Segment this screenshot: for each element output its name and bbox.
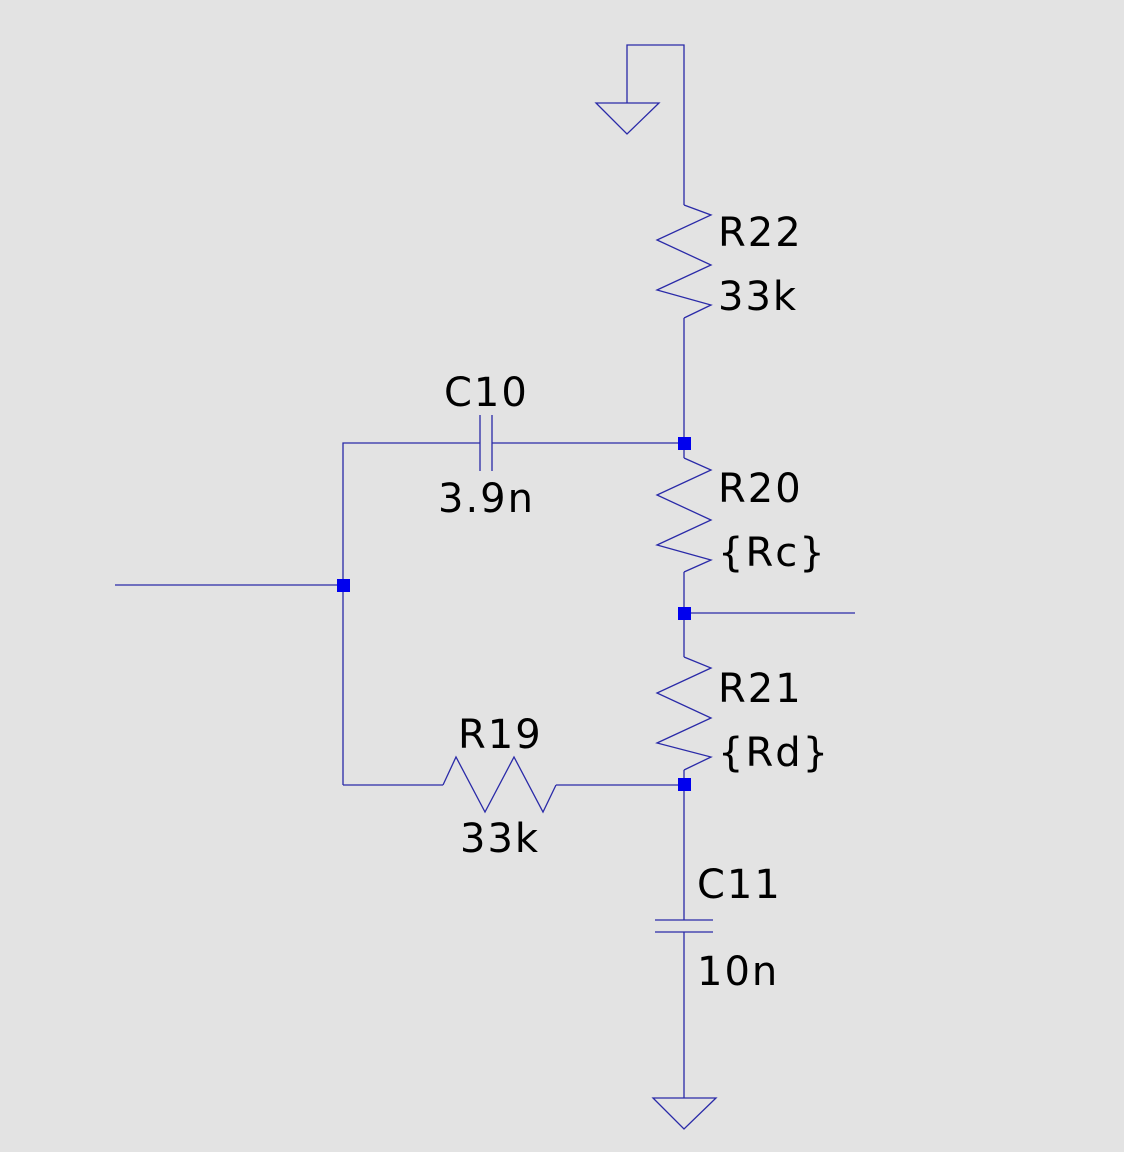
- junction-node-left[interactable]: [337, 579, 350, 592]
- junction-node-mid[interactable]: [678, 607, 691, 620]
- r20-value: {Rc}: [718, 530, 827, 576]
- resistor-r20[interactable]: R20 {Rc}: [655, 443, 827, 613]
- r21-designator: R21: [718, 666, 803, 712]
- capacitor-c10[interactable]: C10 3.9n: [342, 370, 684, 785]
- r22-designator: R22: [718, 210, 803, 256]
- capacitor-c11[interactable]: C11 10n: [655, 785, 782, 1098]
- junction-node-top[interactable]: [678, 437, 691, 450]
- r21-body[interactable]: [655, 656, 713, 771]
- r21-value: {Rd}: [718, 730, 830, 776]
- wire-top-ground-loop[interactable]: [626, 44, 685, 205]
- r19-designator: R19: [458, 712, 543, 758]
- c10-designator: C10: [444, 370, 529, 416]
- r22-body[interactable]: [655, 204, 713, 319]
- junction-node-bottom[interactable]: [678, 778, 691, 791]
- resistor-r22[interactable]: R22 33k: [655, 204, 803, 443]
- c11-value: 10n: [697, 949, 779, 995]
- c10-value: 3.9n: [438, 476, 535, 522]
- r20-designator: R20: [718, 466, 803, 512]
- wire-c10-left[interactable]: [342, 442, 480, 785]
- ground-symbol-top[interactable]: [594, 44, 685, 205]
- ground-triangle-top: [594, 102, 661, 135]
- ground-symbol-bottom[interactable]: [651, 1097, 718, 1130]
- r19-value: 33k: [460, 816, 540, 862]
- resistor-r19[interactable]: R19 33k: [343, 712, 684, 862]
- resistor-r21[interactable]: R21 {Rd}: [655, 613, 830, 785]
- c11-designator: C11: [697, 862, 782, 908]
- r20-body[interactable]: [655, 457, 713, 573]
- r19-body[interactable]: [442, 755, 557, 814]
- r22-value: 33k: [718, 274, 798, 320]
